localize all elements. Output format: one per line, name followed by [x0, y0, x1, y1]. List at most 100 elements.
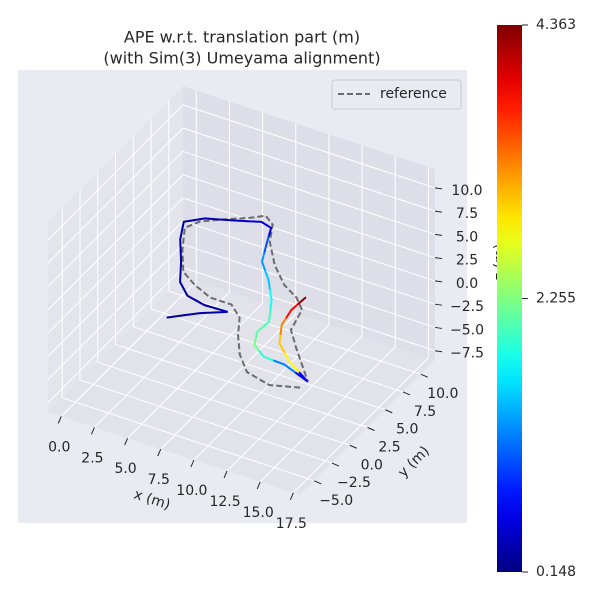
colorbar-tick-label: 2.255: [536, 291, 576, 307]
y-tick-label: −2.5: [337, 475, 371, 491]
trajectory-segment: [179, 270, 185, 290]
trajectory-segment: [297, 296, 307, 305]
grid-line: [47, 127, 184, 264]
trajectory-segment: [179, 229, 184, 252]
y-tick-label: 10.0: [427, 386, 458, 402]
x-tick-label: 2.5: [81, 450, 103, 466]
trajectory-segment: [273, 359, 298, 375]
x-tick: [157, 448, 162, 457]
y-tick: [349, 444, 357, 449]
trajectory-segment: [182, 287, 197, 302]
z-tick: [434, 303, 443, 306]
x-tick-label: 7.5: [148, 472, 170, 488]
grid-line: [47, 244, 184, 380]
trajectory-segment: [285, 302, 300, 319]
grid-line: [115, 344, 368, 428]
trajectory-segment: [260, 252, 267, 272]
x-tick: [57, 416, 62, 424]
grid-line: [182, 197, 436, 282]
trajectory-segment: [258, 349, 276, 362]
y-tick-label: 0.0: [361, 457, 383, 473]
grid-line: [182, 174, 436, 259]
reference-line: [181, 214, 309, 389]
grid-line: [182, 267, 436, 352]
trajectory-segment: [263, 235, 270, 255]
z-tick-label: −2.5: [450, 299, 484, 315]
grid-line: [150, 308, 404, 393]
y-tick: [420, 373, 428, 378]
trajectory-segment: [193, 217, 221, 222]
x-tick-label: 12.5: [209, 494, 240, 510]
trajectory-segment: [181, 219, 196, 232]
grid-line: [168, 290, 421, 375]
z-tick-label: −7.5: [450, 346, 484, 362]
trajectory-segment: [194, 299, 218, 310]
x-tick: [124, 438, 129, 446]
grid-line: [182, 243, 436, 328]
trajectory-segment: [269, 288, 273, 312]
z-tick: [434, 233, 443, 236]
y-tick-label: 5.0: [396, 422, 418, 438]
z-tick: [434, 326, 443, 329]
x-tick: [223, 470, 228, 479]
trajectory-segment: [279, 316, 288, 335]
y-tick: [331, 462, 340, 467]
y-tick: [385, 409, 393, 414]
x-tick: [289, 492, 294, 501]
z-tick-label: 10.0: [451, 183, 482, 199]
y-tick: [402, 391, 411, 396]
colorbar: [497, 25, 522, 572]
trajectory-segment: [278, 332, 286, 354]
chart-subtitle: (with Sim(3) Umeyama alignment): [103, 49, 380, 68]
x-tick-label: 0.0: [48, 439, 70, 455]
trajectory-segment: [254, 325, 265, 340]
z-tick-label: 7.5: [456, 206, 478, 222]
x-tick: [256, 481, 261, 490]
grid-line: [182, 127, 436, 212]
grid-line: [182, 220, 436, 305]
trajectory-segment: [179, 249, 183, 273]
trajectory-segment: [212, 307, 229, 314]
x-tick-label: 15.0: [243, 505, 274, 521]
grid-line: [47, 151, 184, 287]
grid-line: [47, 104, 184, 241]
legend-box: [331, 79, 462, 110]
z-tick: [434, 350, 443, 353]
trajectory-segment: [283, 351, 300, 373]
z-tick: [434, 187, 443, 190]
z-tick: [434, 257, 443, 260]
grid-line: [79, 379, 333, 464]
grid-line: [47, 174, 184, 311]
grid-line: [133, 326, 386, 411]
x-tick: [90, 427, 95, 435]
legend-label: reference: [380, 86, 447, 102]
grid-line: [47, 197, 184, 334]
trajectory-segment: [295, 370, 309, 383]
y-tick-label: −5.0: [319, 493, 353, 509]
trajectory-segment: [218, 218, 249, 223]
colorbar-tick-label: 4.363: [536, 17, 576, 33]
y-tick: [367, 427, 375, 431]
trajectory-segment: [265, 223, 273, 238]
grid-line: [182, 150, 436, 235]
y-tick-label: 7.5: [414, 404, 436, 420]
x-tick-label: 10.0: [176, 483, 207, 499]
z-tick: [434, 210, 443, 213]
trajectory-segment: [262, 309, 272, 328]
trajectory-segment: [253, 337, 261, 352]
z-tick-label: 0.0: [456, 276, 478, 292]
back-pane: [183, 86, 435, 361]
z-tick: [434, 280, 443, 283]
grid-line: [97, 361, 350, 446]
grid-line: [182, 104, 436, 189]
trajectory-segment: [264, 269, 272, 291]
trajectory-segment: [246, 220, 268, 226]
grid-line: [47, 220, 184, 357]
x-tick-label: 5.0: [114, 461, 136, 477]
trajectory-segment: [166, 314, 185, 319]
colorbar-tick-label: 0.148: [536, 564, 576, 580]
trajectory-segment: [182, 311, 215, 317]
grid-line: [62, 397, 315, 482]
grid-line: [47, 267, 184, 404]
